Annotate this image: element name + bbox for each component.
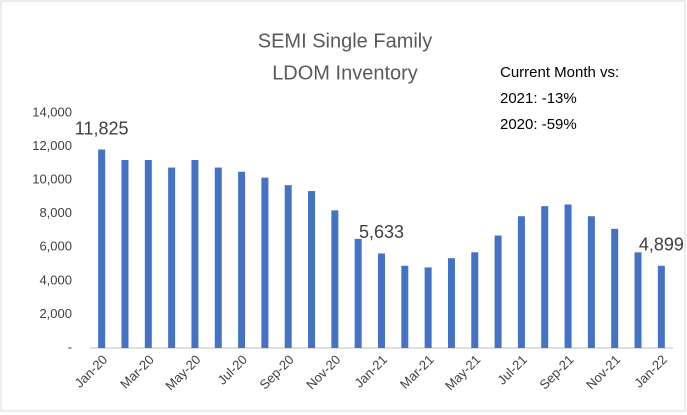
bar: [564, 204, 572, 348]
bar: [331, 210, 339, 348]
bar: [121, 160, 129, 348]
bar: [587, 216, 595, 348]
bar: [308, 191, 316, 348]
bar: [517, 216, 525, 348]
annotation: 2020: -59%: [500, 116, 577, 133]
y-tick-label: 4,000: [39, 272, 72, 287]
annotation: Current Month vs:: [500, 64, 619, 81]
chart-title: SEMI Single Family: [258, 30, 433, 52]
bar: [494, 235, 502, 348]
y-tick-label: 2,000: [39, 306, 72, 321]
bar: [354, 238, 362, 348]
y-tick-label: 14,000: [32, 104, 72, 119]
y-tick-label: 6,000: [39, 239, 72, 254]
bar: [447, 258, 455, 348]
bar: [401, 265, 409, 348]
data-label: 5,633: [359, 222, 404, 242]
bar: [378, 253, 385, 348]
y-tick-label: -: [68, 339, 72, 354]
bar: [191, 160, 199, 348]
bar: [541, 206, 549, 348]
bar: [144, 160, 152, 348]
y-tick-label: 12,000: [32, 138, 72, 153]
bar: [611, 228, 619, 348]
bar: [261, 177, 269, 348]
bar: [214, 167, 222, 348]
bar: [634, 252, 642, 348]
y-tick-label: 10,000: [32, 172, 72, 187]
data-label: 11,825: [75, 118, 129, 138]
bar: [98, 149, 106, 348]
bar: [238, 171, 246, 348]
bar: [424, 267, 432, 348]
bar: [168, 167, 176, 348]
bar: [284, 185, 292, 348]
bar: [471, 252, 479, 348]
annotation: 2021: -13%: [500, 90, 577, 107]
y-tick-label: 8,000: [39, 205, 72, 220]
data-label: 4,899: [639, 235, 684, 255]
chart-title: LDOM Inventory: [272, 62, 418, 84]
bar: [657, 265, 665, 348]
